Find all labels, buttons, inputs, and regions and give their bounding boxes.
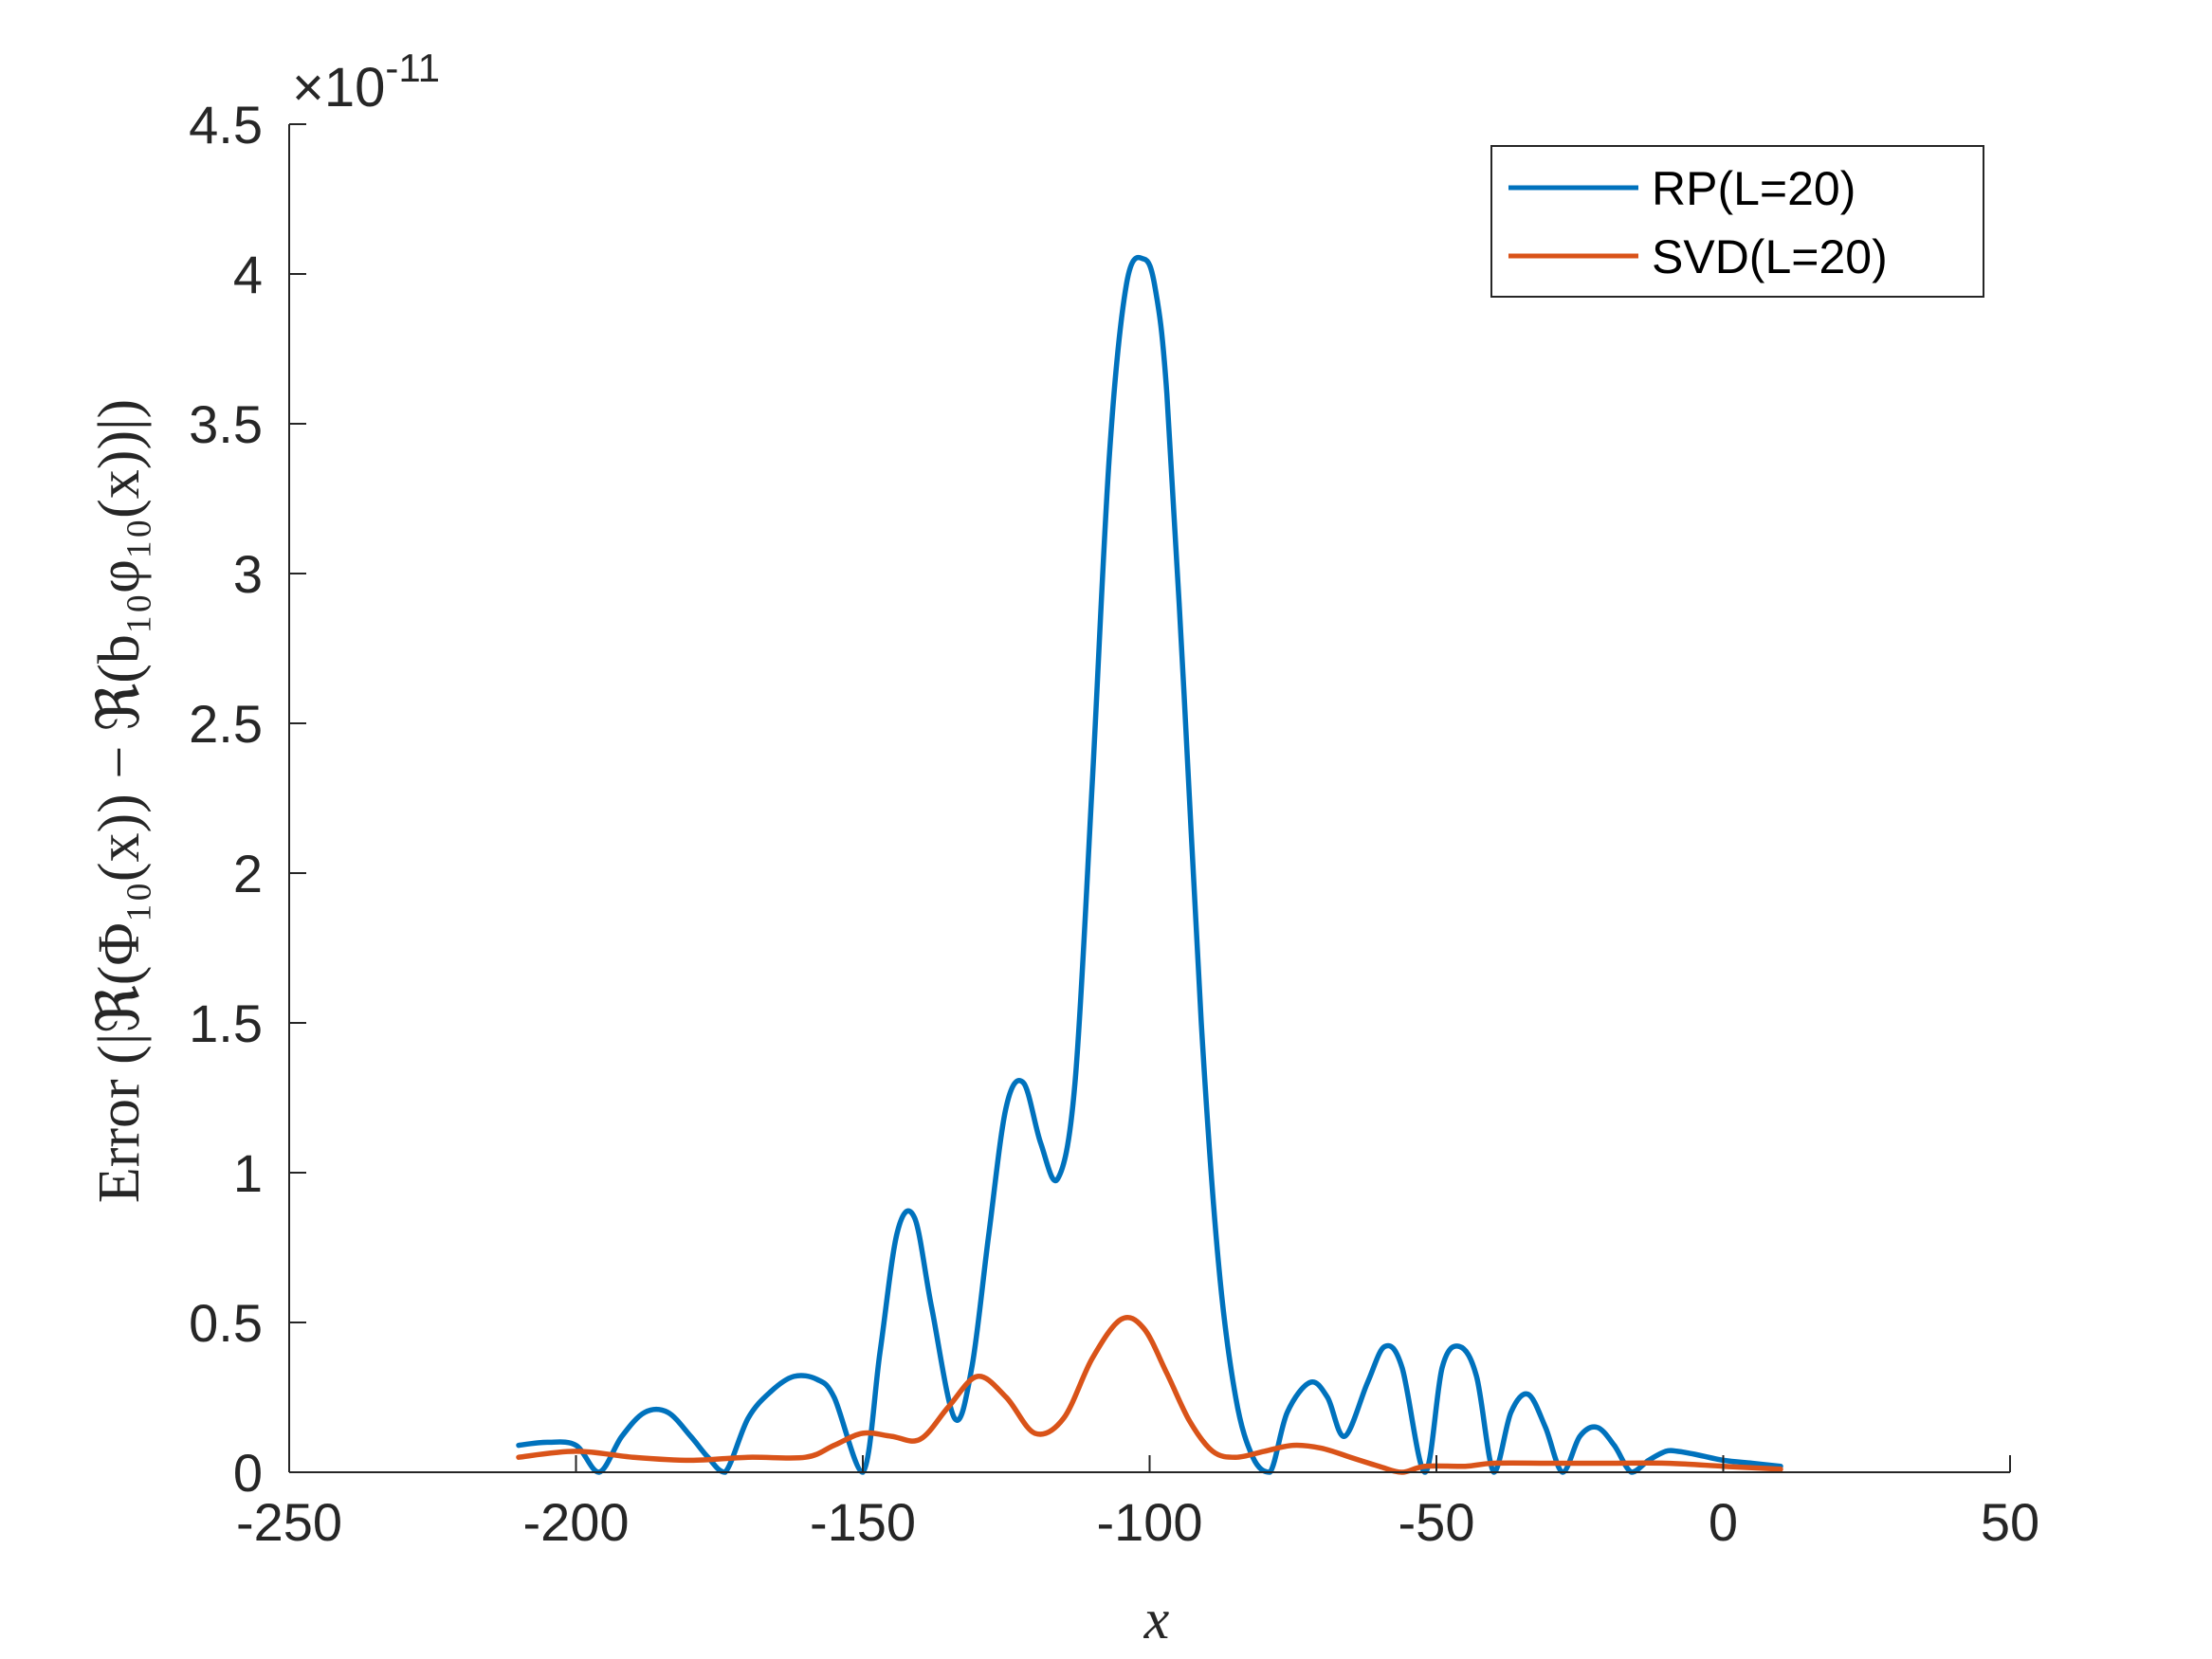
series-line-svd	[516, 1315, 1783, 1475]
axes	[288, 123, 2011, 1473]
legend-label-rp: RP(L=20)	[1652, 162, 1856, 215]
x-tick-label: 0	[1709, 1492, 1738, 1552]
y-tick-label: 4	[233, 245, 263, 304]
y-tick-label: 1.5	[189, 994, 263, 1053]
y-tick-label: 3	[233, 544, 263, 604]
y-tick-label: 2	[233, 844, 263, 903]
y-tick-label: 4.5	[189, 95, 263, 155]
y-tick-label: 2.5	[189, 694, 263, 754]
x-tick-label: -100	[1096, 1492, 1202, 1552]
legend-label-svd: SVD(L=20)	[1652, 230, 1888, 283]
y-tick-label: 1	[233, 1143, 263, 1203]
series-line-rp	[516, 254, 1783, 1475]
x-tick-label: -200	[522, 1492, 629, 1552]
y-tick-label: 3.5	[189, 394, 263, 454]
y-axis-label: Error (|ℜ(Φ₁₀(x)) − ℜ(b₁₀φ₁₀(x))|)	[87, 399, 152, 1203]
tick-labels: -250 -200 -150 -100 -50 0 50 0 0.5 1 1.5 2 2.5 3 3.5 4 4…	[189, 95, 2039, 1552]
x-tick-label: 50	[1981, 1492, 2039, 1552]
series-layer	[516, 254, 1783, 1475]
x-tick-label: -250	[236, 1492, 342, 1552]
legend: RP(L=20) SVD(L=20)	[1490, 145, 1984, 298]
y-tick-label: 0.5	[189, 1293, 263, 1353]
legend-box	[1490, 145, 1984, 298]
x-axis-label: x	[1143, 1588, 1170, 1650]
x-tick-label: -50	[1398, 1492, 1475, 1552]
x-tick-label: -150	[810, 1492, 916, 1552]
y-tick-label: 0	[233, 1443, 263, 1503]
y-exponent-label: ×10-11	[292, 46, 440, 118]
